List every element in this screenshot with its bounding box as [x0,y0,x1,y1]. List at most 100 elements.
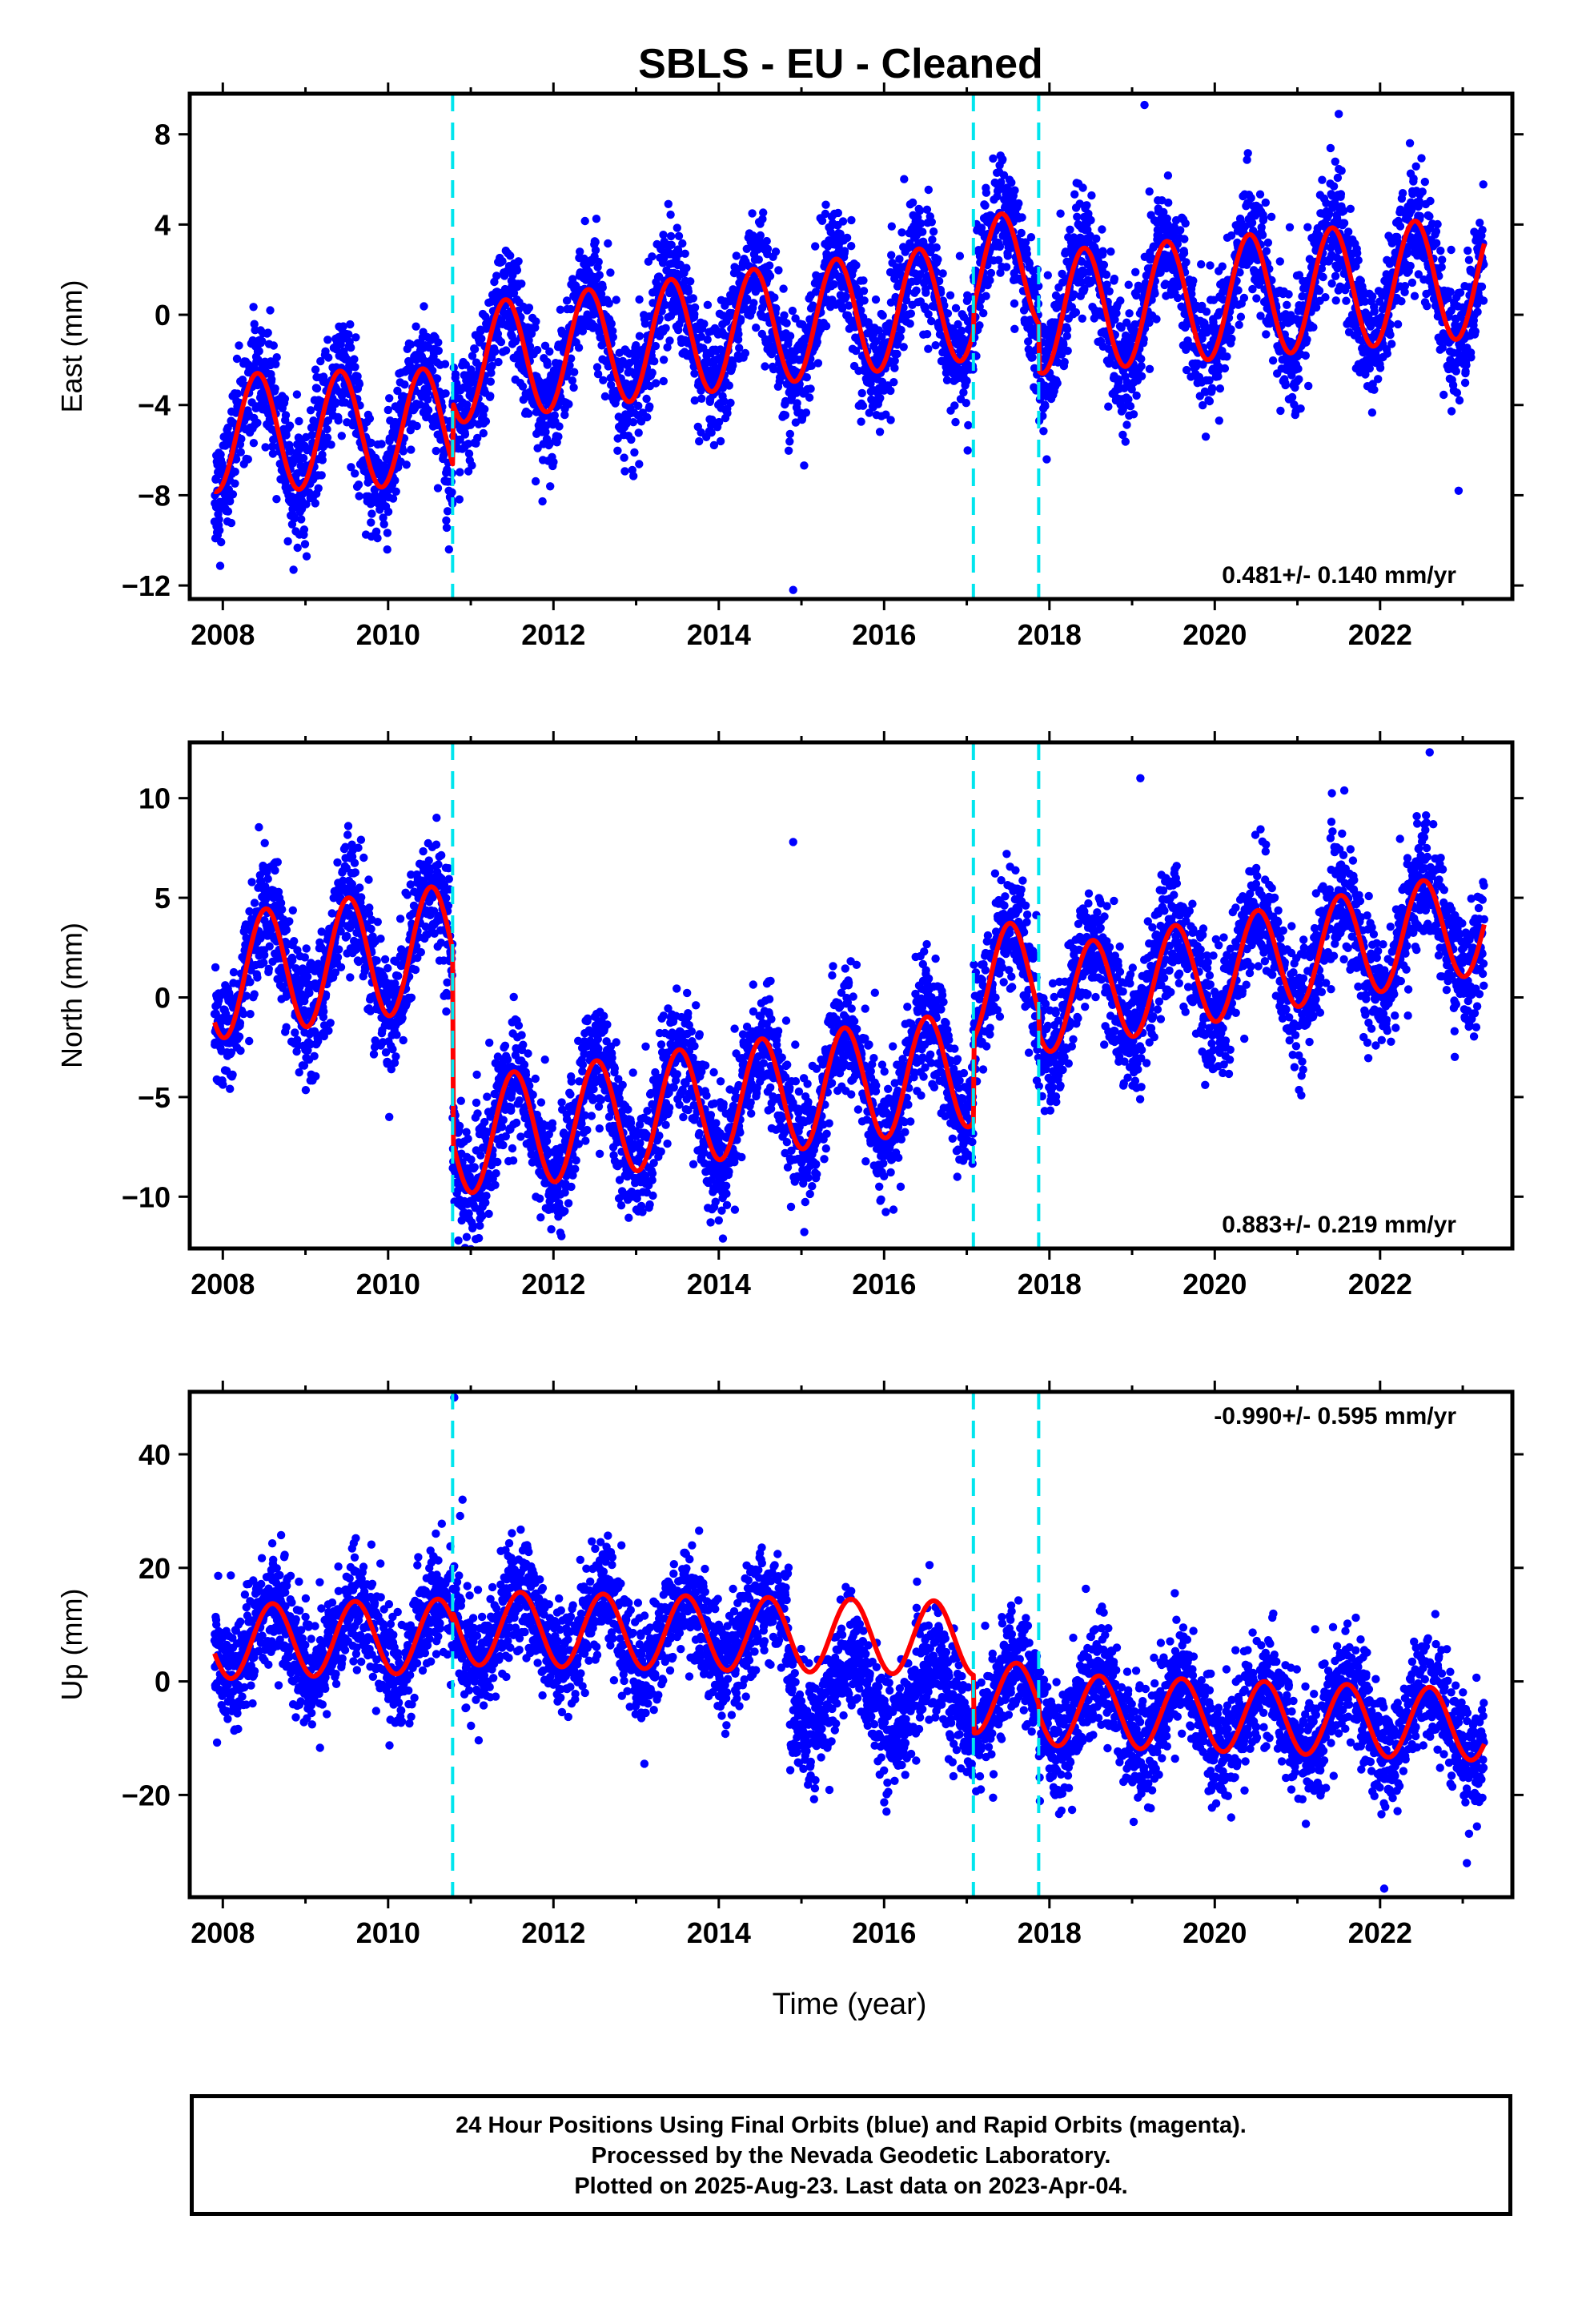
data-point [339,322,347,331]
data-point [929,227,938,236]
data-point [758,215,767,223]
data-point [235,341,243,350]
data-point [620,467,629,476]
data-point [1452,388,1462,397]
outlier-point [1334,110,1343,119]
data-point [806,384,815,393]
data-point [607,380,616,389]
data-point [1063,346,1072,356]
data-point [895,255,904,263]
data-point [479,428,488,438]
data-point [261,443,270,452]
data-point [373,533,382,543]
data-point [351,469,359,478]
data-point [293,543,302,553]
data-point [1258,231,1267,239]
data-point [689,294,697,303]
data-point [840,247,849,255]
data-point [1084,209,1093,219]
data-point [891,292,900,302]
data-point [690,303,700,312]
data-point [1431,227,1441,236]
data-point [813,359,823,368]
data-point [1176,226,1185,235]
data-point [607,320,616,328]
data-point [562,296,572,305]
data-point [975,321,984,330]
data-point [1121,437,1130,446]
data-point [215,526,224,535]
data-point [913,213,922,222]
data-point [1017,228,1026,238]
data-point [931,341,940,350]
data-point [391,487,400,496]
data-point [686,277,695,286]
data-point [383,529,392,537]
data-point [1099,260,1109,269]
data-point [1315,286,1324,296]
data-point [765,271,775,280]
data-point [811,242,820,251]
data-point [921,288,930,297]
data-point [858,401,868,410]
data-point [314,484,323,493]
data-point [1267,212,1276,221]
data-point [847,215,856,225]
data-point [1010,324,1019,333]
outlier-point [789,585,797,594]
data-point [924,344,933,353]
data-point [1062,324,1072,334]
data-point [788,306,797,316]
data-point [1077,278,1086,287]
data-point [1261,198,1271,207]
data-point [1290,400,1299,409]
data-point [1078,183,1087,192]
data-point [998,155,1007,164]
data-point [434,338,443,347]
data-point [1439,390,1448,400]
data-point [594,257,603,267]
data-point [227,518,236,528]
data-point [635,332,644,340]
data-point [1284,290,1293,299]
data-point [334,416,343,425]
data-point [266,306,275,315]
data-point [759,208,768,217]
data-point [842,233,852,243]
data-point [652,379,661,388]
data-point [568,376,577,385]
data-point [723,408,732,418]
data-point [829,279,838,289]
data-point [726,398,735,408]
data-point [1158,196,1166,205]
data-point [1247,219,1257,227]
data-point [1438,344,1447,352]
data-point [1329,182,1339,191]
data-point [627,435,636,444]
data-point [897,325,905,335]
data-point [893,349,901,359]
data-point [785,429,794,439]
data-point [486,377,495,386]
data-point [286,447,295,456]
data-point [1014,199,1023,208]
data-point [664,199,673,208]
data-point [1054,358,1062,367]
data-point [1248,284,1257,294]
data-point [546,482,555,491]
data-point [509,288,519,298]
data-point [841,292,850,301]
data-point [385,394,394,403]
data-point [666,210,675,219]
data-point [1150,289,1159,298]
data-point [735,344,744,352]
data-point [580,216,589,226]
data-point [569,383,578,392]
data-point [1043,271,1053,279]
data-point [323,424,331,434]
data-point [621,379,631,388]
data-point [1187,289,1196,299]
data-point [388,494,398,503]
data-point [312,384,322,393]
data-point [1218,262,1227,271]
